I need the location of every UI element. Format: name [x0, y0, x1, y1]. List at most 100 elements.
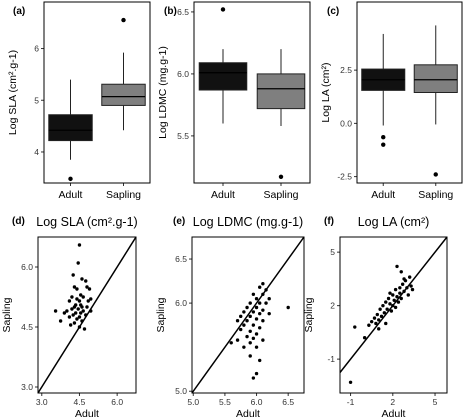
- y-tick-label: 5: [34, 95, 39, 105]
- data-point: [384, 321, 388, 326]
- data-point: [389, 309, 394, 313]
- data-point: [251, 292, 256, 296]
- data-point: [251, 336, 256, 341]
- data-point: [254, 371, 259, 376]
- y-tick-label: 4: [34, 147, 39, 157]
- x-tick-label: 6.0: [111, 397, 123, 407]
- x-axis-label: Adult: [382, 408, 406, 418]
- data-point: [407, 275, 412, 279]
- data-point: [81, 309, 85, 313]
- outlier-point: [278, 174, 284, 180]
- y-tick-label: 6: [34, 44, 39, 54]
- x-tick-label: 2: [390, 397, 395, 407]
- panel-letter: (a): [13, 6, 25, 17]
- data-point: [378, 307, 382, 311]
- data-point: [261, 308, 265, 312]
- data-point: [245, 305, 249, 310]
- data-point: [254, 332, 259, 336]
- data-point: [261, 319, 265, 323]
- y-tick-label: 4.5: [21, 322, 33, 332]
- data-point: [254, 317, 259, 321]
- x-tick-label: 5.5: [219, 397, 231, 407]
- box-adult: [198, 62, 248, 91]
- data-point: [410, 287, 415, 292]
- data-point: [362, 336, 367, 340]
- x-tick-label: -1: [347, 397, 355, 407]
- data-point: [286, 305, 290, 310]
- data-point: [53, 309, 58, 313]
- y-tick-label: 2.5: [340, 65, 352, 75]
- data-point: [76, 261, 80, 265]
- y-tick-label: 6.5: [175, 254, 187, 264]
- data-point: [79, 311, 83, 315]
- data-point: [229, 341, 233, 345]
- data-point: [71, 273, 75, 277]
- data-point: [235, 338, 240, 342]
- data-point: [258, 358, 262, 363]
- data-point: [409, 284, 413, 288]
- outlier-point: [381, 142, 386, 147]
- data-point: [84, 313, 88, 317]
- data-point: [267, 311, 271, 316]
- x-axis-label: Adult: [236, 408, 260, 418]
- data-point: [72, 305, 77, 309]
- data-point: [245, 319, 249, 323]
- data-point: [261, 282, 265, 286]
- data-point: [348, 380, 353, 385]
- data-point: [395, 295, 399, 299]
- category-label: Sapling: [263, 189, 298, 201]
- plot-frame: [191, 236, 305, 394]
- data-point: [70, 295, 74, 299]
- data-point: [367, 323, 371, 327]
- data-point: [89, 297, 93, 301]
- panel-letter: (f): [324, 216, 334, 227]
- outlier-point: [433, 172, 438, 177]
- data-point: [372, 316, 377, 320]
- category-label: Sapling: [418, 189, 453, 201]
- data-point: [248, 354, 252, 358]
- data-point: [75, 287, 79, 291]
- outlier-point: [121, 17, 126, 23]
- box-sapling: [256, 73, 306, 110]
- data-point: [377, 327, 381, 331]
- data-point: [385, 307, 389, 311]
- data-point: [254, 296, 259, 301]
- data-point: [248, 341, 252, 345]
- data-point: [79, 293, 83, 297]
- plot-frame: [37, 236, 137, 394]
- data-point: [242, 323, 246, 327]
- panel-letter: (b): [164, 6, 177, 17]
- data-point: [391, 303, 395, 308]
- y-tick-label: 0.0: [340, 118, 352, 128]
- data-point: [381, 303, 385, 308]
- data-point: [76, 307, 80, 311]
- data-point: [70, 307, 74, 311]
- data-point: [235, 319, 240, 323]
- category-label: Adult: [371, 189, 395, 201]
- data-point: [377, 318, 381, 322]
- y-tick-label: -2.5: [337, 172, 352, 182]
- x-tick-label: 5.0: [187, 397, 199, 407]
- data-point: [84, 279, 88, 283]
- y-axis-label: Log LA (cm²): [320, 62, 332, 122]
- data-point: [254, 305, 259, 310]
- data-point: [261, 338, 265, 342]
- data-point: [73, 311, 78, 315]
- y-axis-label: Log LDMC (mg.g-1): [157, 46, 169, 139]
- data-point: [80, 319, 84, 323]
- panel-title: Log SLA (cm².g-1): [36, 215, 137, 229]
- y-tick-label: 6.0: [21, 262, 33, 272]
- data-point: [75, 297, 79, 301]
- box-sapling: [413, 64, 458, 94]
- y-tick-label: 2: [330, 301, 335, 311]
- outlier-point: [381, 135, 386, 140]
- outlier-point: [68, 176, 73, 182]
- data-point: [379, 314, 384, 319]
- panel-letter: (e): [173, 216, 185, 227]
- reference-line: [191, 236, 305, 394]
- data-point: [374, 321, 378, 326]
- data-point: [82, 327, 87, 331]
- y-tick-label: -1: [327, 354, 335, 364]
- data-point: [87, 287, 92, 291]
- plot-frame: [356, 1, 463, 184]
